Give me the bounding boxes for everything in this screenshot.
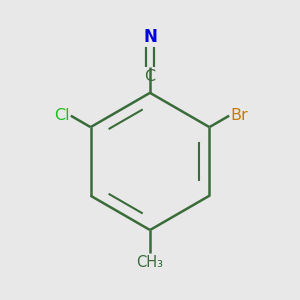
- Text: CH₃: CH₃: [136, 255, 164, 270]
- Text: Br: Br: [230, 108, 248, 123]
- Text: N: N: [143, 28, 157, 46]
- Text: Cl: Cl: [54, 108, 70, 123]
- Text: C: C: [144, 69, 156, 84]
